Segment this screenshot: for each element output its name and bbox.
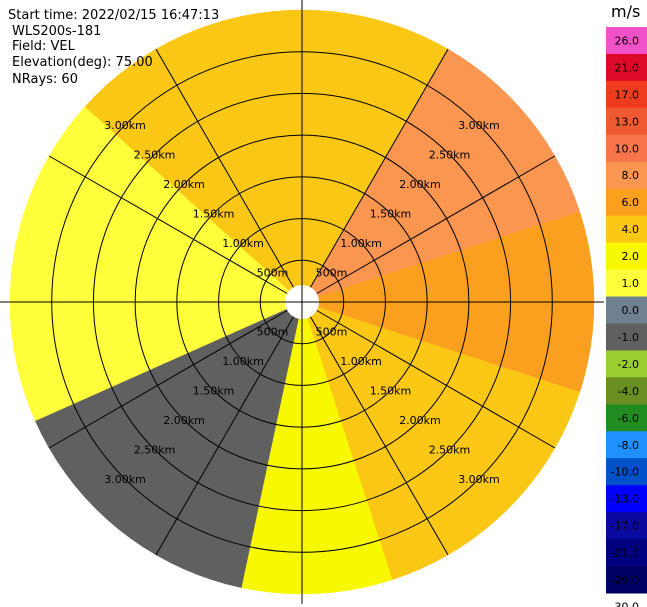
colorbar-tick-label: 17.0 — [615, 88, 640, 101]
colorbar-tick-label: 2.0 — [622, 250, 640, 263]
azimuth-spoke — [48, 155, 288, 294]
colorbar-tick-label: 21.0 — [615, 61, 640, 74]
range-ring-label: 3.00km — [104, 473, 146, 486]
colorbar-cell — [606, 80, 647, 109]
colorbar-tick-label: -21.0 — [611, 547, 639, 560]
colorbar-cell — [606, 485, 647, 513]
colorbar-tick-label: -10.0 — [611, 466, 639, 479]
colorbar-cell — [606, 377, 647, 405]
colorbar-tick-label: 10.0 — [615, 142, 640, 155]
colorbar-tick-label: -6.0 — [618, 412, 639, 425]
colorbar-tick-label: -26.0 — [611, 574, 639, 587]
nrays-label: NRays: 60 — [12, 72, 78, 87]
range-ring-label: 2.00km — [163, 414, 205, 427]
azimuth-spoke — [155, 48, 294, 288]
colorbar-cell — [606, 431, 647, 459]
start-time-label: Start time: 2022/02/15 16:47:13 — [8, 8, 219, 23]
field-label: Field: VEL — [12, 39, 76, 54]
colorbar-cell — [606, 134, 647, 163]
range-ring-label: 1.50km — [193, 384, 235, 397]
colorbar-tick-label: 26.0 — [615, 34, 640, 47]
range-ring-labels: 500m 500m 500m 500m 1.00km 1.00km 1.00km 1.00km… — [104, 119, 500, 486]
range-ring-label: 500m — [316, 267, 348, 280]
colorbar-cell — [606, 242, 647, 271]
colorbar-cell — [606, 458, 647, 486]
velocity-wedges — [9, 9, 595, 595]
colorbar-tick-label: -8.0 — [618, 439, 639, 452]
range-ring-label: 2.00km — [399, 414, 441, 427]
azimuth-spoke — [310, 48, 449, 288]
range-ring-label: 2.50km — [134, 149, 176, 162]
elevation-label: Elevation(deg): 75.00 — [12, 55, 153, 70]
azimuth-spoke — [310, 316, 449, 556]
range-ring-label: 2.50km — [429, 443, 471, 456]
colorbar-tick-label: 6.0 — [622, 196, 640, 209]
azimuth-spoke — [48, 310, 288, 449]
colorbar-tick-label: -13.0 — [611, 493, 639, 506]
colorbar-cell — [606, 566, 647, 594]
polar-grid — [0, 0, 604, 604]
colorbar-cell — [606, 350, 647, 378]
range-ring-label: 1.50km — [370, 208, 412, 221]
colorbar-tick-label: -2.0 — [618, 358, 639, 371]
colorbar-cell — [606, 539, 647, 567]
colorbar-cell — [606, 512, 647, 540]
colorbar-cell — [606, 296, 647, 324]
colorbar-cell — [606, 215, 647, 244]
colorbar-tick-label: -17.0 — [611, 520, 639, 533]
colorbar-tick-label: -4.0 — [618, 385, 639, 398]
range-ring-label: 1.00km — [340, 237, 382, 250]
colorbar-tick-label: 1.0 — [622, 277, 640, 290]
colorbar-cell — [606, 161, 647, 190]
range-ring-label: 500m — [257, 325, 289, 338]
range-ring-label: 3.00km — [104, 119, 146, 132]
range-ring-label: 1.50km — [370, 384, 412, 397]
instrument-label: WLS200s-181 — [12, 24, 101, 39]
colorbar-tick-label: 13.0 — [615, 115, 640, 128]
range-ring-label: 500m — [257, 267, 289, 280]
range-ring-label: 2.50km — [134, 443, 176, 456]
colorbar-tick-label: 0.0 — [622, 304, 640, 317]
range-ring-label: 3.00km — [458, 119, 500, 132]
range-ring-label: 3.00km — [458, 473, 500, 486]
header-info: Start time: 2022/02/15 16:47:13 WLS200s-… — [8, 8, 219, 87]
azimuth-spoke — [316, 310, 556, 449]
colorbar-cell — [606, 188, 647, 217]
range-ring-label: 2.00km — [399, 178, 441, 191]
colorbar-cell — [606, 323, 647, 351]
colorbar-cell — [606, 404, 647, 432]
azimuth-spoke — [316, 155, 556, 294]
range-ring-label: 1.50km — [193, 208, 235, 221]
range-ring-label: 1.00km — [222, 355, 264, 368]
colorbar: m/s 26.0 21.0 17.0 13.0 10.0 8.0 6.0 4.0 2.0 1.0 0… — [606, 2, 647, 607]
colorbar-tick-label: 8.0 — [622, 169, 640, 182]
colorbar-cell — [606, 27, 647, 55]
colorbar-tick-label: -30.0 — [611, 600, 639, 607]
range-ring-label: 1.00km — [340, 355, 382, 368]
colorbar-cell — [606, 269, 647, 298]
colorbar-tick-label: -1.0 — [618, 331, 639, 344]
colorbar-cell — [606, 53, 647, 82]
range-ring-label: 2.00km — [163, 178, 205, 191]
range-ring-label: 1.00km — [222, 237, 264, 250]
azimuth-spoke — [155, 316, 294, 556]
range-ring-label: 2.50km — [429, 149, 471, 162]
range-ring-label: 500m — [316, 325, 348, 338]
colorbar-unit: m/s — [611, 2, 640, 21]
colorbar-tick-label: 4.0 — [622, 223, 640, 236]
colorbar-cell — [606, 107, 647, 136]
